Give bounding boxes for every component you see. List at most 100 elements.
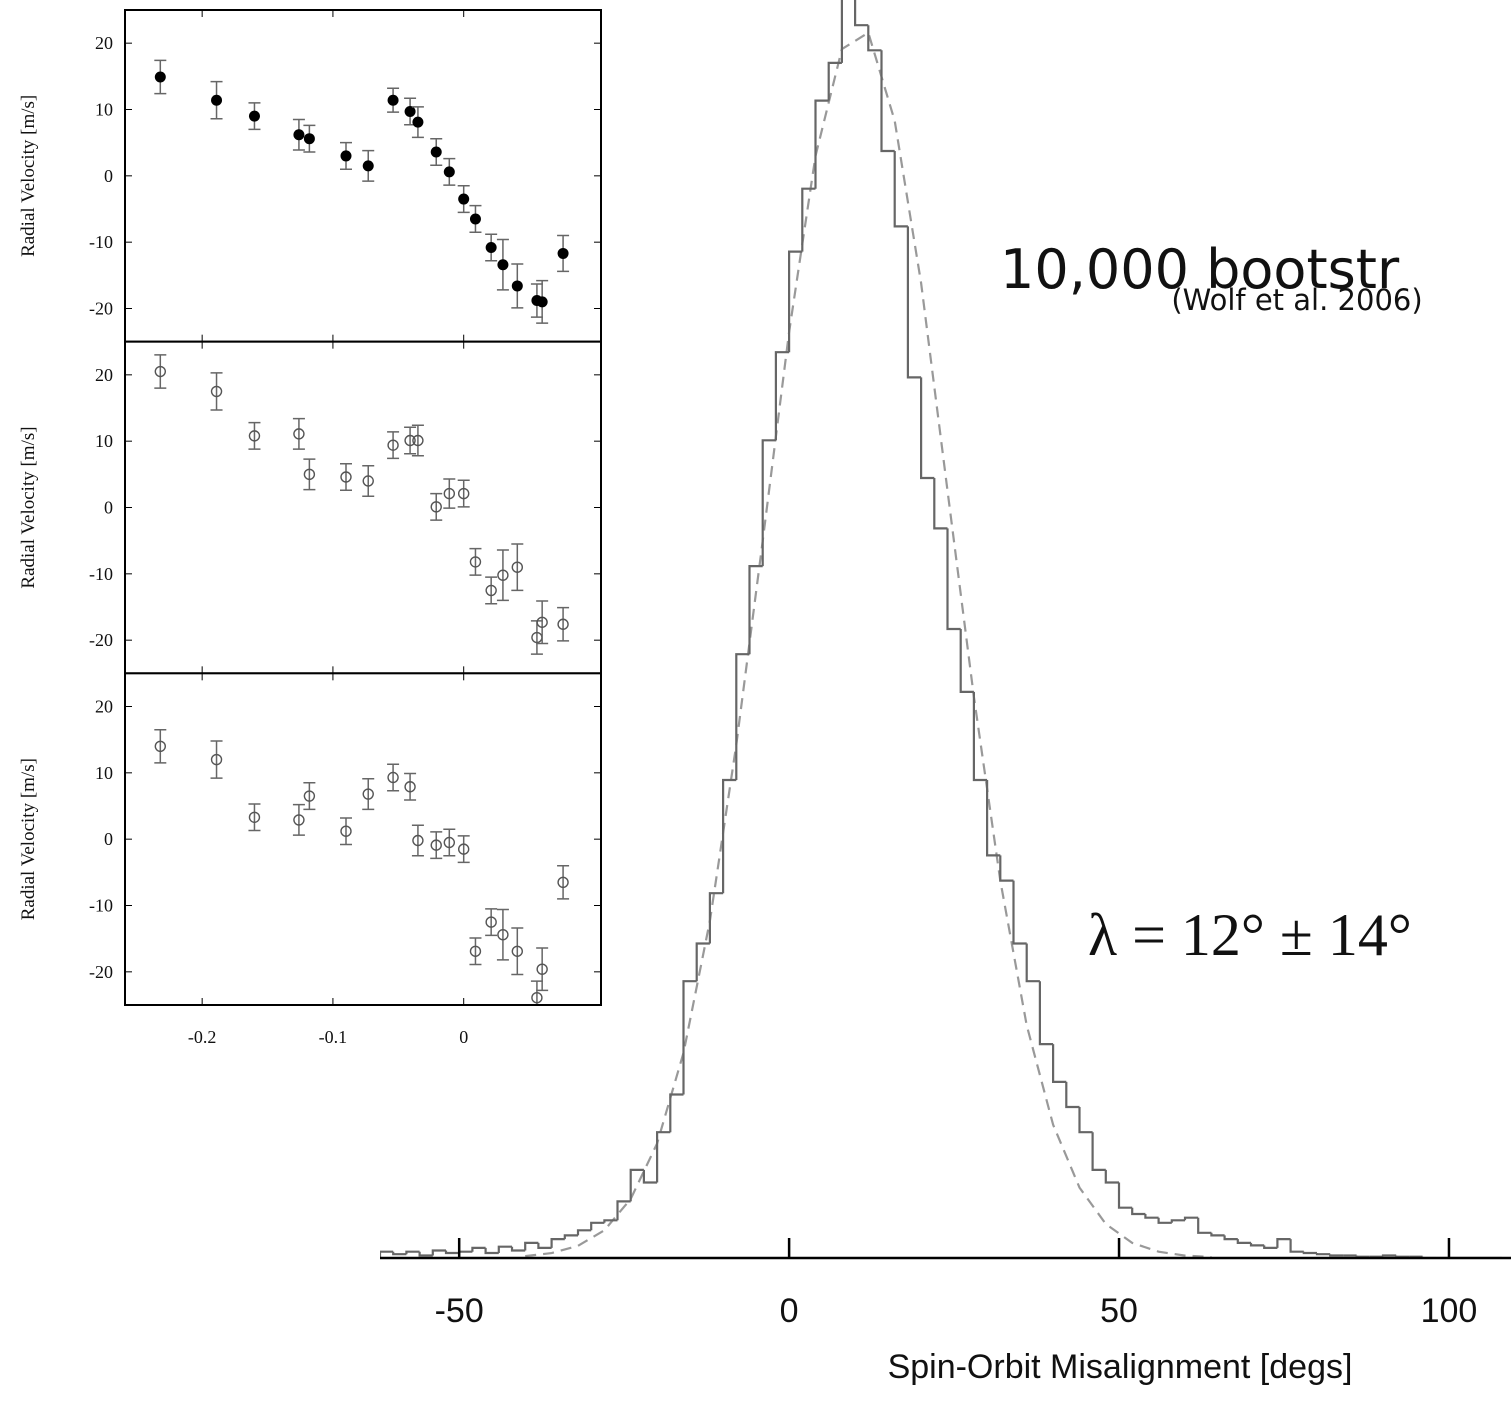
histogram-bin bbox=[563, 1234, 578, 1240]
annotation: λ = 12° ± 14° bbox=[1088, 902, 1412, 968]
error-bar bbox=[457, 479, 470, 508]
panel: -20 -10 0 10 20 Radial Velocity [m/s] bbox=[18, 340, 602, 675]
marker bbox=[430, 839, 442, 851]
histogram-bin bbox=[867, 25, 882, 52]
histogram-bin bbox=[880, 50, 895, 153]
marker bbox=[362, 475, 374, 487]
error-bar bbox=[511, 543, 524, 592]
marker bbox=[211, 94, 223, 106]
error-bar bbox=[248, 421, 261, 450]
histogram-bin bbox=[854, 0, 869, 27]
histogram-bin bbox=[1144, 1214, 1159, 1219]
histogram-bin bbox=[1078, 1107, 1093, 1134]
panel: -20 -10 0 10 20 -0.2 -0.1 0 Radial Velocity [m/s… bbox=[18, 672, 602, 1047]
marker bbox=[412, 434, 424, 447]
error-bar bbox=[430, 492, 443, 521]
error-bar bbox=[303, 782, 316, 811]
histogram-bin bbox=[380, 1250, 394, 1258]
histogram-bin bbox=[1104, 1169, 1119, 1184]
histogram-bin bbox=[695, 942, 710, 982]
histogram-bin bbox=[1157, 1217, 1172, 1224]
histogram-bin bbox=[1170, 1219, 1185, 1223]
histogram-bin bbox=[893, 151, 908, 228]
histogram-bin bbox=[827, 61, 842, 101]
histogram-bin bbox=[946, 528, 961, 631]
marker bbox=[458, 193, 470, 205]
error-bar bbox=[362, 464, 375, 497]
marker bbox=[293, 814, 305, 826]
marker bbox=[303, 133, 315, 145]
marker bbox=[210, 385, 223, 398]
marker bbox=[469, 213, 481, 225]
histogram-bin bbox=[1289, 1239, 1304, 1253]
error-bar bbox=[387, 431, 400, 460]
histogram-bin bbox=[1025, 943, 1040, 983]
histogram-bin bbox=[1012, 880, 1027, 945]
marker bbox=[469, 556, 482, 568]
histogram-bin bbox=[1249, 1242, 1265, 1247]
histogram-bin bbox=[1117, 1182, 1133, 1209]
histogram-bin bbox=[537, 1242, 552, 1249]
y-tick-label: 20 bbox=[95, 696, 113, 716]
marker bbox=[340, 825, 352, 837]
error-bar bbox=[469, 937, 482, 966]
marker bbox=[293, 129, 305, 141]
histogram-bin bbox=[722, 778, 737, 894]
marker bbox=[469, 945, 482, 957]
x-tick-label: -50 bbox=[435, 1292, 484, 1330]
marker bbox=[557, 247, 569, 259]
x-axis-label: Spin-Orbit Misalignment [degs] bbox=[888, 1348, 1353, 1386]
marker bbox=[443, 166, 455, 178]
marker bbox=[412, 116, 424, 128]
histogram-bin bbox=[550, 1238, 565, 1248]
marker bbox=[248, 430, 261, 442]
panel-data bbox=[154, 728, 570, 1006]
error-bar bbox=[485, 908, 498, 937]
histogram-bin bbox=[1315, 1253, 1331, 1256]
error-bar bbox=[210, 740, 223, 779]
histogram-bin bbox=[1263, 1245, 1278, 1249]
x-tick-label: 100 bbox=[1421, 1292, 1478, 1330]
annotation: (Wolf et al. 2006) bbox=[1171, 283, 1422, 317]
histogram-bin bbox=[418, 1251, 433, 1257]
histogram-bin bbox=[629, 1168, 644, 1202]
marker bbox=[511, 945, 524, 957]
error-bar bbox=[536, 600, 549, 645]
error-bar bbox=[443, 478, 456, 509]
y-tick-label: 0 bbox=[104, 166, 113, 186]
error-bar bbox=[404, 426, 417, 455]
marker bbox=[536, 963, 548, 975]
histogram-bin bbox=[576, 1229, 592, 1236]
marker bbox=[404, 105, 416, 117]
y-tick-label: 0 bbox=[104, 829, 113, 849]
x-tick-label: 0 bbox=[780, 1292, 799, 1330]
histogram-bin bbox=[761, 439, 776, 567]
x-tick-label: -0.1 bbox=[319, 1027, 348, 1047]
marker bbox=[303, 790, 316, 802]
error-bar bbox=[430, 831, 443, 860]
marker bbox=[387, 771, 399, 784]
marker bbox=[497, 928, 509, 941]
histogram-bin bbox=[774, 351, 790, 441]
marker bbox=[443, 487, 456, 500]
marker bbox=[457, 487, 470, 500]
histogram-bin bbox=[1276, 1238, 1291, 1248]
marker bbox=[457, 843, 470, 855]
histogram-bin bbox=[1395, 1255, 1410, 1258]
error-bar bbox=[362, 778, 375, 811]
error-bar bbox=[303, 458, 316, 491]
marker bbox=[485, 916, 497, 928]
histogram-bin bbox=[471, 1246, 486, 1252]
error-bar bbox=[404, 772, 417, 801]
error-bar bbox=[511, 927, 524, 976]
histogram-bin bbox=[735, 653, 750, 780]
histogram-bin bbox=[986, 780, 1001, 857]
marker bbox=[362, 788, 374, 800]
marker bbox=[404, 781, 416, 793]
y-tick-label: -10 bbox=[89, 232, 113, 252]
marker bbox=[154, 71, 166, 83]
histogram-bin bbox=[405, 1250, 420, 1255]
histogram-bin bbox=[656, 1131, 671, 1183]
error-bar bbox=[557, 864, 570, 900]
